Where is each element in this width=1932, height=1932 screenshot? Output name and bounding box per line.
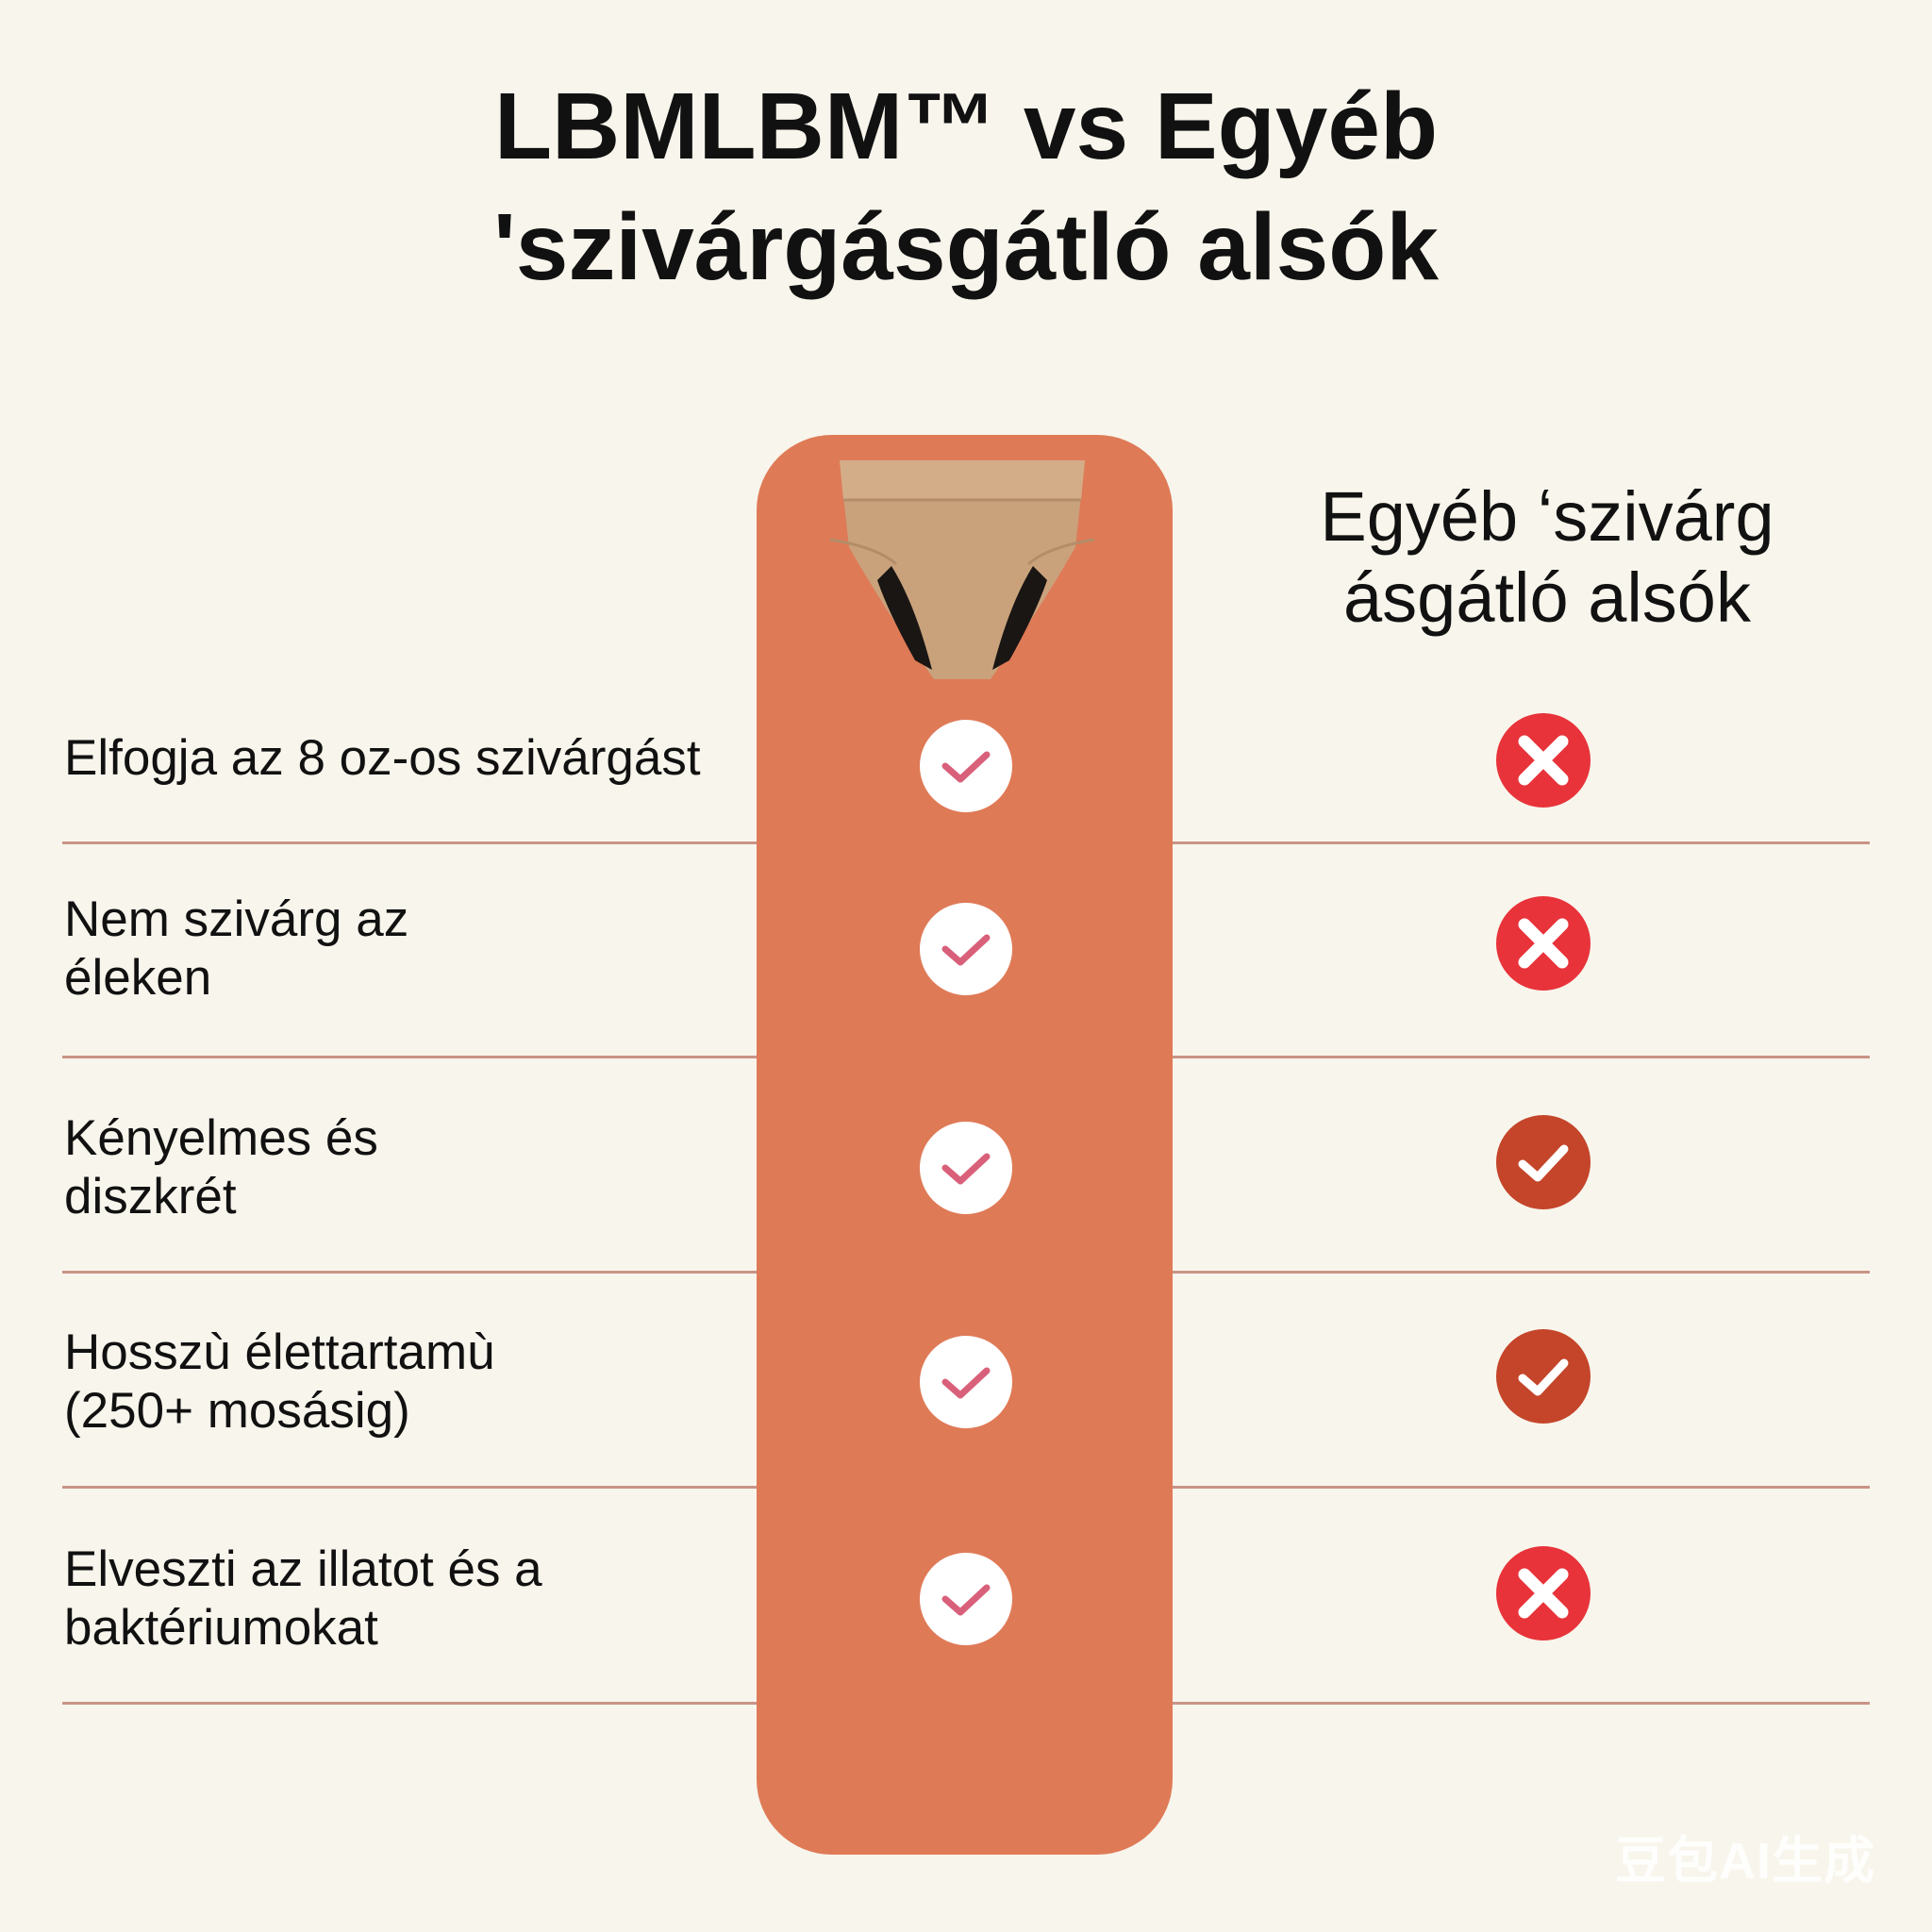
check-icon [919,1335,1013,1429]
cross-icon [1496,713,1591,808]
row-label: Kényelmes és diszkrét [64,1110,378,1224]
row-label: Elveszti az illatot és a baktériumokat [64,1541,542,1656]
check-icon [919,1552,1013,1646]
page-title: LBMLBM™ vs Egyéb 'szivárgásgátló alsók [0,66,1932,308]
row-label: Hosszù élettartamù (250+ mosásig) [64,1324,495,1439]
row-label: Nem szivárg az éleken [64,891,409,1006]
cross-icon [1496,896,1591,991]
title-line-2: 'szivárgásgátló alsók [492,194,1439,300]
title-line-1: LBMLBM™ vs Egyéb [493,74,1439,179]
check-icon [919,902,1013,996]
product-briefs-image [829,460,1095,679]
check-icon [919,719,1013,813]
cross-icon [1496,1546,1591,1641]
check-icon [919,1121,1013,1215]
watermark: 豆包AI生成 [1615,1833,1875,1890]
other-header-line-1: Egyéb ʻszivárg [1320,477,1774,556]
other-column-header: Egyéb ʻszivárg ásgátló alsók [1264,476,1830,639]
other-header-line-2: ásgátló alsók [1343,558,1751,637]
check-icon [1496,1115,1591,1209]
check-icon [1496,1329,1591,1424]
row-label: Elfogja az 8 oz-os szivárgást [64,730,701,786]
